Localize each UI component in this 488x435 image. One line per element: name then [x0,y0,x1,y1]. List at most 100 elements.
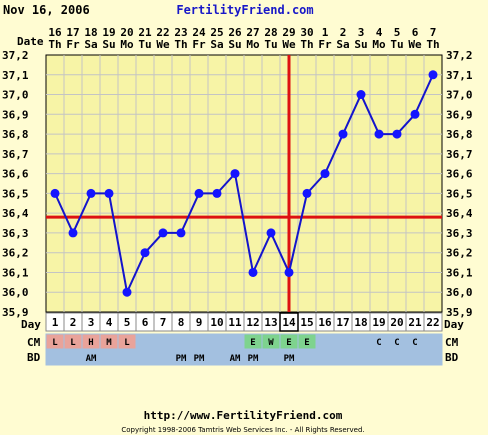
footer-copyright: Copyright 1998-2006 Tamtris Web Services… [121,426,364,434]
y-tick-label-left: 36,7 [2,148,29,161]
temperature-point[interactable] [194,188,204,198]
date-label: 22 [156,26,169,39]
day-number: 18 [354,316,367,329]
y-tick-label-left: 36,1 [2,266,29,279]
weekday-label: Tu [390,38,403,51]
cm-label: M [106,338,112,348]
y-tick-label-left: 35,9 [2,306,29,319]
temperature-point[interactable] [410,109,420,119]
temperature-point[interactable] [338,129,348,139]
y-tick-label-right: 36,8 [446,128,473,141]
temperature-points [50,70,438,297]
date-label: 27 [246,26,259,39]
temperature-point[interactable] [230,169,240,179]
temperature-point[interactable] [428,70,438,80]
y-tick-label-left: 36,2 [2,247,29,260]
date-label: 23 [174,26,187,39]
temperature-point[interactable] [140,248,150,258]
y-tick-label-left: 36,6 [2,168,29,181]
day-number: 6 [142,316,149,329]
weekday-label: Mo [120,38,134,51]
y-tick-label-right: 36,9 [446,108,473,121]
weekday-label: Su [102,38,115,51]
y-tick-label-right: 37,1 [446,69,473,82]
brand-title: FertilityFriend.com [176,3,313,17]
cm-label: H [88,338,93,348]
weekday-label: Su [354,38,367,51]
weekday-label: Tu [264,38,277,51]
day-number: 7 [160,316,167,329]
bd-row-label-left: BD [27,351,41,364]
temperature-point[interactable] [176,228,186,238]
cm-label: E [304,338,309,348]
bd-cell [297,349,317,366]
temperature-point[interactable] [302,188,312,198]
date-header: 16Th17Fr18Sa19Su20Mo21Tu22We23Th24Fr25Sa… [48,26,439,51]
y-tick-label-right: 36,0 [446,286,473,299]
date-label: 5 [394,26,401,39]
date-label: 28 [264,26,277,39]
bd-cell [333,349,353,366]
day-number: 22 [426,316,439,329]
cm-cell [333,333,353,350]
weekday-label: Fr [192,38,206,51]
y-tick-label-right: 37,2 [446,49,473,62]
ovulation-day-highlight [279,312,299,332]
day-number: 17 [336,316,349,329]
cm-label: C [376,338,381,348]
weekday-label: Th [48,38,61,51]
weekday-label: Sa [84,38,97,51]
date-label: 20 [120,26,133,39]
bd-cell [117,349,137,366]
date-label: 2 [340,26,347,39]
y-tick-label-left: 36,4 [2,207,29,220]
temperature-point[interactable] [248,267,258,277]
cm-label: W [268,338,274,348]
temperature-point[interactable] [122,287,132,297]
y-tick-label-right: 36,3 [446,227,473,240]
footer-url[interactable]: http://www.FertilityFriend.com [144,409,343,422]
temperature-point[interactable] [266,228,276,238]
temperature-point[interactable] [158,228,168,238]
temperature-point[interactable] [284,267,294,277]
date-row-label-left: Date [17,35,44,48]
bd-row-label-right: BD [445,351,459,364]
day-number: 8 [178,316,185,329]
date-label: 17 [66,26,79,39]
bd-cell [315,349,335,366]
date-label: 7 [430,26,437,39]
cm-cell [423,333,443,350]
date-label: 30 [300,26,313,39]
y-tick-label-right: 36,1 [446,266,473,279]
date-label: 18 [84,26,97,39]
temperature-point[interactable] [212,188,222,198]
weekday-label: We [408,38,422,51]
weekday-label: Th [300,38,313,51]
date-label: 26 [228,26,242,39]
bd-label: PM [176,354,187,364]
bd-cell [405,349,425,366]
day-number: 16 [318,316,332,329]
cm-label: E [286,338,291,348]
temperature-point[interactable] [50,188,60,198]
weekday-label: We [156,38,170,51]
temperature-point[interactable] [356,90,366,100]
bd-cell [45,349,65,366]
y-tick-label-left: 36,8 [2,128,29,141]
temperature-point[interactable] [392,129,402,139]
temperature-point[interactable] [104,188,114,198]
temperature-point[interactable] [86,188,96,198]
temperature-point[interactable] [374,129,384,139]
temperature-point[interactable] [68,228,78,238]
date-label: 19 [102,26,115,39]
temperature-point[interactable] [320,169,330,179]
bd-cell [99,349,119,366]
y-tick-label-left: 37,1 [2,69,29,82]
date-label: 21 [138,26,152,39]
cm-label: C [394,338,399,348]
cm-cell [153,333,173,350]
date-label: 1 [322,26,329,39]
cm-cell [135,333,155,350]
day-number: 21 [408,316,422,329]
weekday-label: Tu [138,38,151,51]
